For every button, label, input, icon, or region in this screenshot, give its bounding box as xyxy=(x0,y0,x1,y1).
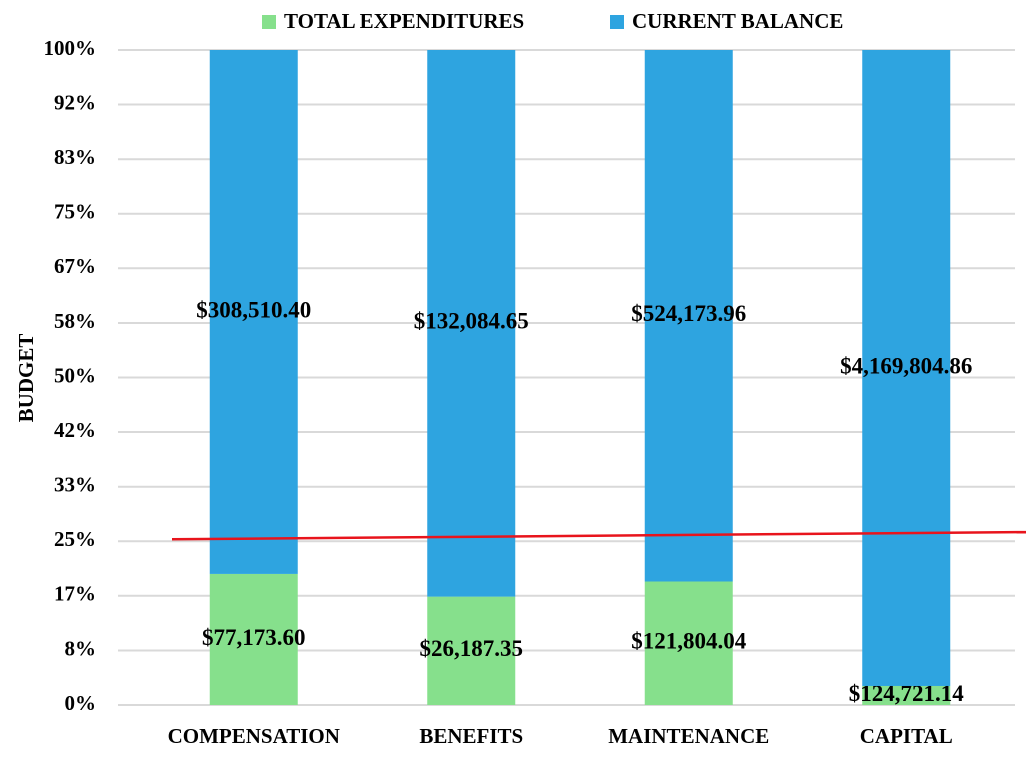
bar-segment xyxy=(209,573,298,705)
y-tick-label: 92% xyxy=(54,90,96,114)
y-axis-label: BUDGET xyxy=(14,334,38,423)
bar-segment xyxy=(862,50,951,686)
legend-label: TOTAL EXPENDITURES xyxy=(284,9,524,33)
y-tick-label: 0% xyxy=(65,691,97,715)
x-tick-label: BENEFITS xyxy=(419,724,523,748)
bar-segment xyxy=(644,581,733,705)
reference-line xyxy=(171,530,1026,541)
legend-swatch xyxy=(610,15,624,29)
y-tick-label: 8% xyxy=(65,636,97,660)
x-tick-label: CAPITAL xyxy=(860,724,953,748)
x-tick-label: COMPENSATION xyxy=(168,724,340,748)
data-label: $308,510.40 xyxy=(196,297,311,322)
data-label: $121,804.04 xyxy=(631,629,747,654)
y-tick-label: 50% xyxy=(54,363,96,387)
bar-segment xyxy=(862,685,951,705)
bar-segment xyxy=(427,50,516,597)
y-tick-label: 17% xyxy=(54,582,96,606)
bar-segment xyxy=(427,596,516,705)
x-tick-label: MAINTENANCE xyxy=(608,724,769,748)
legend-swatch xyxy=(262,15,276,29)
legend-label: CURRENT BALANCE xyxy=(632,9,843,33)
data-label: $26,187.35 xyxy=(420,636,524,661)
y-tick-label: 25% xyxy=(54,527,96,551)
data-label: $132,084.65 xyxy=(414,309,529,334)
y-tick-label: 33% xyxy=(54,473,96,497)
data-label: $4,169,804.86 xyxy=(840,353,972,378)
y-tick-label: 67% xyxy=(54,254,96,278)
y-tick-label: 83% xyxy=(54,145,96,169)
y-tick-label: 75% xyxy=(54,200,96,224)
bar-segment xyxy=(644,50,733,582)
y-tick-label: 100% xyxy=(44,36,97,60)
y-tick-label: 42% xyxy=(54,418,96,442)
data-label: $77,173.60 xyxy=(202,625,306,650)
data-label: $524,173.96 xyxy=(631,301,746,326)
bar-segment xyxy=(209,50,298,574)
y-tick-label: 58% xyxy=(54,309,96,333)
